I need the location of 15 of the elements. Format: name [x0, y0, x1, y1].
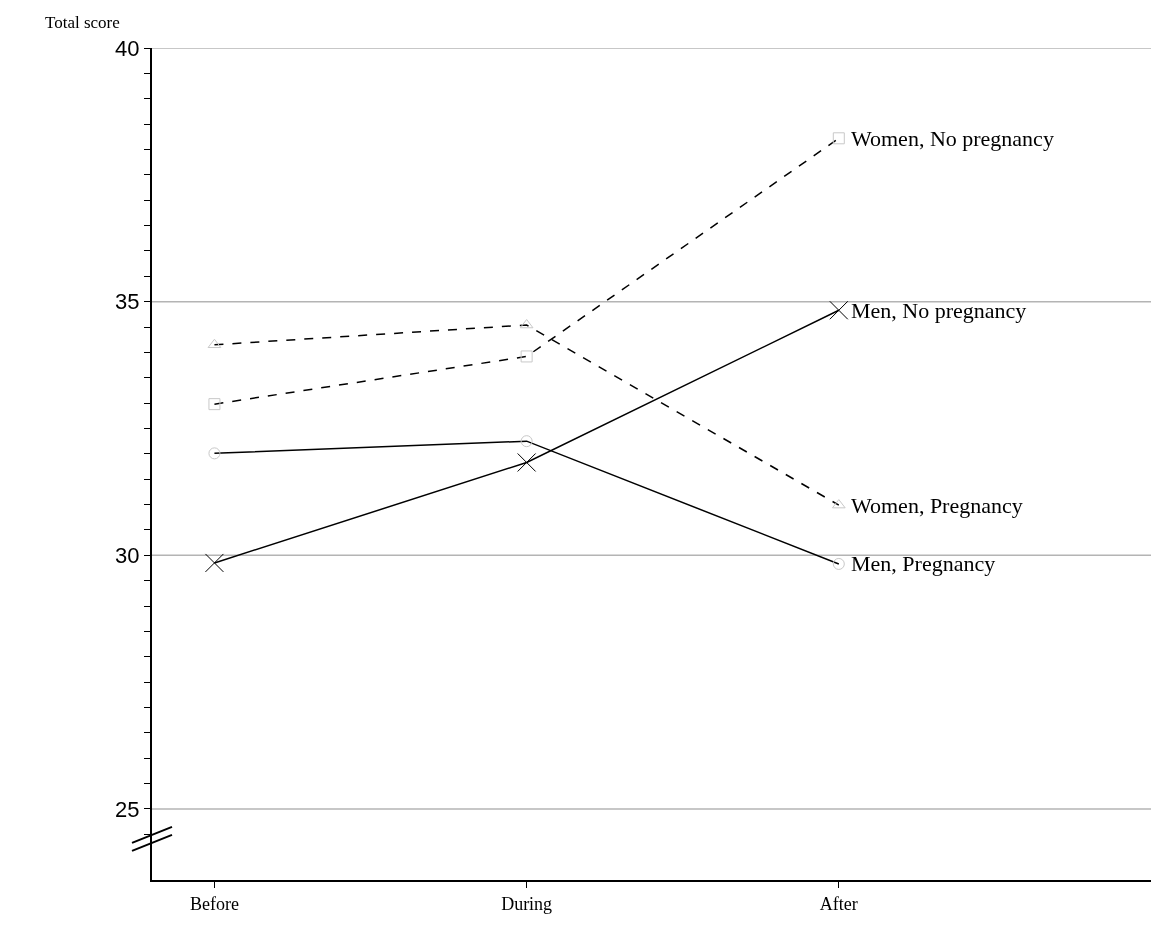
y-tick-label: 30 [115, 543, 140, 569]
point [829, 300, 849, 320]
point [517, 452, 537, 472]
series-label: Women, No pregnancy [851, 126, 1054, 151]
series-label: Men, Pregnancy [851, 551, 996, 576]
y-tick-label: 25 [115, 796, 140, 822]
point [204, 553, 224, 573]
x-tick-label: After [819, 893, 858, 914]
series-label: Women, Pregnancy [851, 493, 1023, 518]
series-label: Men, No pregnancy [851, 298, 1027, 323]
y-axis-title: Total score [45, 13, 120, 32]
x-tick-label: Before [189, 893, 239, 914]
y-tick-label: 35 [115, 289, 140, 315]
y-tick-label: 40 [115, 35, 140, 61]
x-tick-label: During [501, 893, 553, 914]
